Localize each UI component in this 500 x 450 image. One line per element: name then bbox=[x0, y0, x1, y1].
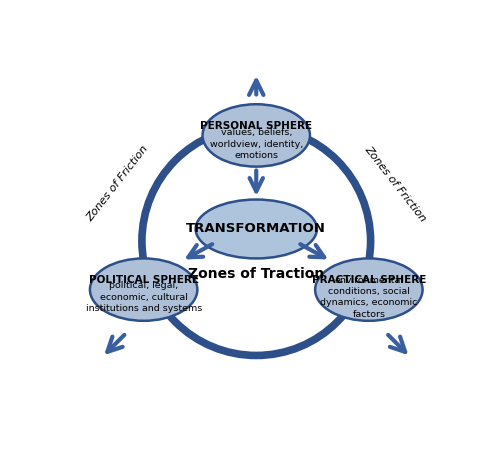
Text: Zones of Friction: Zones of Friction bbox=[362, 144, 428, 224]
Text: values, beliefs,
worldview, identity,
emotions: values, beliefs, worldview, identity, em… bbox=[210, 128, 303, 160]
Ellipse shape bbox=[90, 258, 198, 321]
Text: environmental
conditions, social
dynamics, economic
factors: environmental conditions, social dynamic… bbox=[320, 275, 418, 319]
Ellipse shape bbox=[202, 104, 310, 166]
Text: Zones of Friction: Zones of Friction bbox=[85, 144, 150, 224]
Text: PERSONAL SPHERE: PERSONAL SPHERE bbox=[200, 121, 312, 131]
Text: POLITICAL SPHERE: POLITICAL SPHERE bbox=[88, 275, 198, 285]
Text: political, legal,
economic, cultural
institutions and systems: political, legal, economic, cultural ins… bbox=[86, 281, 202, 313]
Text: TRANSFORMATION: TRANSFORMATION bbox=[186, 222, 326, 235]
Ellipse shape bbox=[196, 199, 317, 258]
Text: Zones of Traction: Zones of Traction bbox=[188, 267, 324, 281]
Text: PRACTICAL SPHERE: PRACTICAL SPHERE bbox=[312, 275, 426, 285]
Ellipse shape bbox=[315, 258, 422, 321]
